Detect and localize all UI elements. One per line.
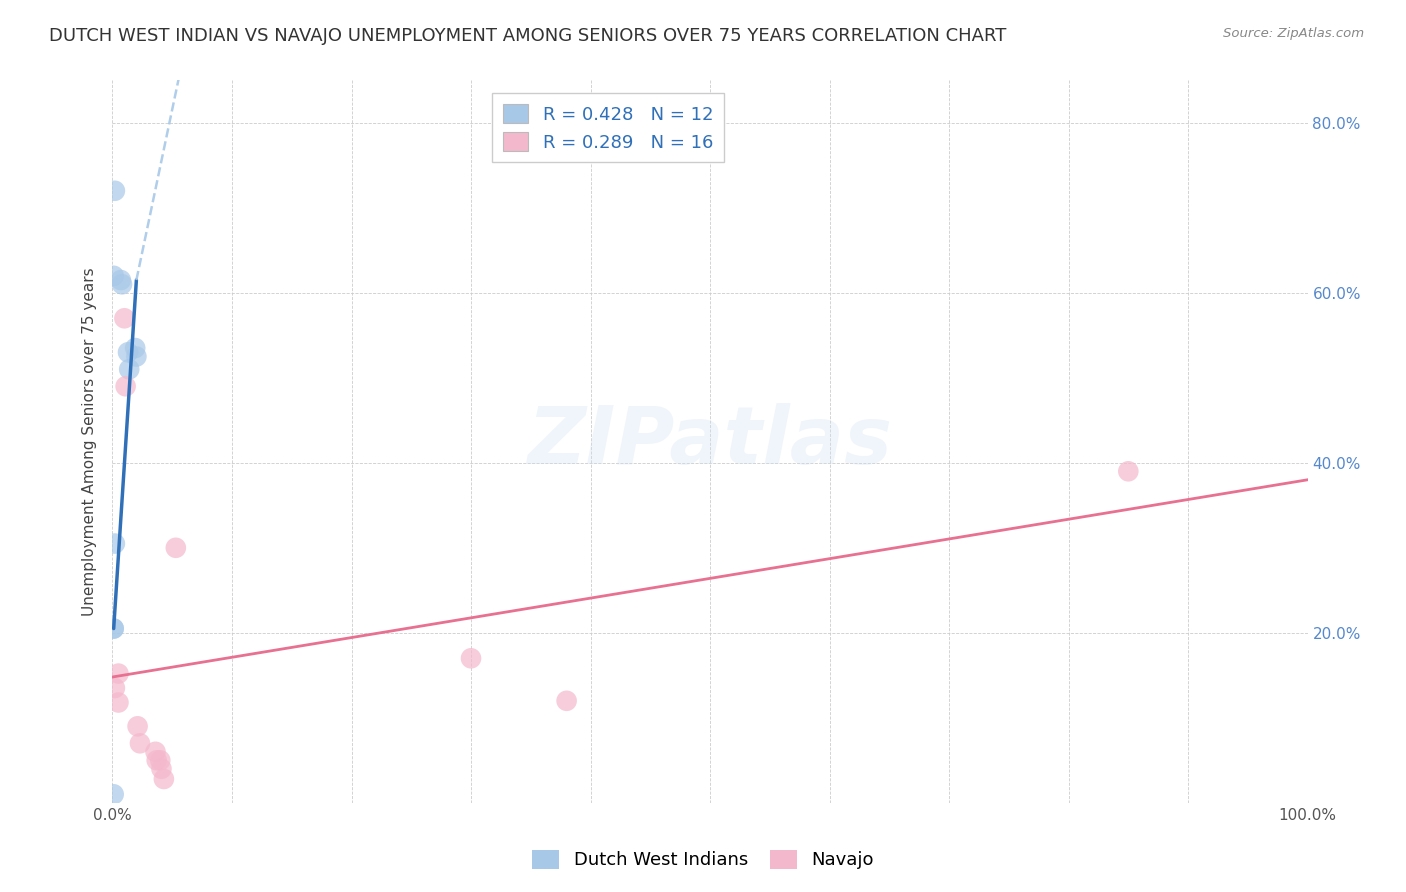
Point [165, 541, 187, 555]
Point [150, 762, 173, 776]
Point [117, 345, 139, 359]
Point [114, 311, 135, 326]
Text: DUTCH WEST INDIAN VS NAVAJO UNEMPLOYMENT AMONG SENIORS OVER 75 YEARS CORRELATION: DUTCH WEST INDIAN VS NAVAJO UNEMPLOYMENT… [49, 27, 1007, 45]
Point [129, 736, 152, 750]
Point [103, 622, 125, 636]
Point [153, 772, 176, 786]
Point [114, 379, 136, 393]
Point [104, 184, 127, 198]
Point [103, 268, 125, 283]
Point [460, 651, 482, 665]
Point [118, 362, 141, 376]
Point [125, 350, 148, 364]
Point [111, 277, 134, 292]
Point [107, 696, 129, 710]
Point [149, 753, 172, 767]
Y-axis label: Unemployment Among Seniors over 75 years: Unemployment Among Seniors over 75 years [82, 268, 97, 615]
Point [127, 719, 149, 733]
Legend: R = 0.428   N = 12, R = 0.289   N = 16: R = 0.428 N = 12, R = 0.289 N = 16 [492, 93, 724, 162]
Point [103, 622, 125, 636]
Point [110, 273, 132, 287]
Point [103, 787, 125, 801]
Point [555, 694, 578, 708]
Point [145, 745, 167, 759]
Text: Source: ZipAtlas.com: Source: ZipAtlas.com [1223, 27, 1364, 40]
Point [145, 753, 167, 767]
Point [1118, 464, 1140, 478]
Point [107, 666, 129, 681]
Point [104, 681, 127, 695]
Point [104, 536, 127, 550]
Text: ZIPatlas: ZIPatlas [527, 402, 893, 481]
Legend: Dutch West Indians, Navajo: Dutch West Indians, Navajo [523, 840, 883, 879]
Point [124, 341, 146, 355]
